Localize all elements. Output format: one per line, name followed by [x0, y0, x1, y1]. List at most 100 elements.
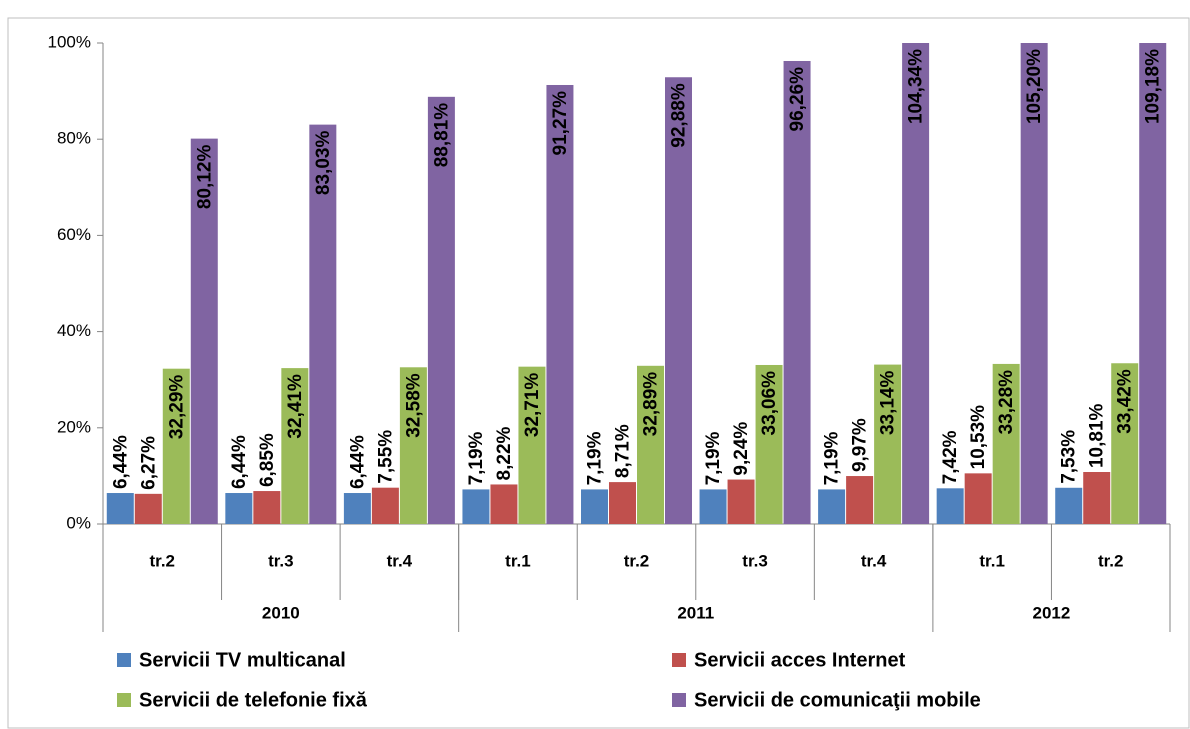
bar — [846, 476, 874, 524]
bar — [106, 493, 134, 524]
bar — [427, 96, 455, 524]
value-label: 10,53% — [968, 405, 989, 470]
value-label: 83,03% — [313, 131, 334, 196]
value-label: 10,81% — [1087, 403, 1108, 468]
bar — [665, 77, 692, 525]
value-label: 7,19% — [703, 431, 724, 485]
bar — [699, 489, 727, 524]
y-tick-label: 80% — [57, 129, 91, 148]
value-label: 33,42% — [1115, 369, 1136, 434]
value-label: 7,19% — [822, 431, 843, 485]
bar — [134, 493, 162, 524]
bar — [992, 363, 1020, 524]
y-tick-label: 100% — [48, 32, 91, 51]
legend-label: Servicii de telefonie fixă — [139, 689, 368, 711]
value-label: 92,88% — [669, 83, 690, 148]
y-tick-label: 20% — [57, 417, 91, 436]
bar — [1111, 363, 1139, 524]
legend-label: Servicii acces Internet — [694, 649, 906, 671]
value-label: 32,29% — [166, 375, 187, 440]
x-tick-label: tr.1 — [979, 551, 1005, 570]
value-label: 91,27% — [550, 91, 571, 156]
bar — [1083, 472, 1111, 524]
bar — [490, 484, 518, 524]
x-tick-label: tr.1 — [505, 551, 531, 570]
bar — [755, 364, 783, 524]
value-label: 6,85% — [257, 433, 278, 487]
value-label: 7,19% — [585, 431, 606, 485]
value-label: 8,22% — [494, 426, 515, 480]
x-tick-label: tr.2 — [624, 551, 650, 570]
bar — [162, 368, 190, 524]
value-label: 33,28% — [996, 370, 1017, 435]
value-label: 80,12% — [194, 145, 215, 210]
value-label: 32,89% — [641, 372, 662, 437]
value-label: 96,26% — [787, 67, 808, 132]
legend-swatch — [117, 693, 131, 707]
value-label: 32,41% — [285, 374, 306, 439]
x-tick-label: tr.4 — [387, 551, 413, 570]
legend-swatch — [672, 653, 686, 667]
value-label: 105,20% — [1024, 49, 1045, 124]
group-label: 2012 — [1033, 603, 1071, 622]
bar — [727, 479, 755, 524]
x-tick-label: tr.3 — [268, 551, 294, 570]
value-label: 32,58% — [403, 373, 424, 438]
value-label: 7,55% — [375, 430, 396, 484]
bar — [546, 84, 574, 524]
bar — [343, 493, 371, 524]
bar — [190, 138, 218, 524]
group-label: 2011 — [677, 603, 714, 622]
value-label: 6,44% — [110, 435, 131, 489]
y-tick-label: 60% — [57, 225, 91, 244]
value-label: 104,34% — [906, 49, 927, 124]
bar — [818, 489, 846, 524]
bar — [462, 489, 490, 524]
bar — [964, 473, 992, 524]
value-label: 109,18% — [1143, 49, 1164, 124]
value-label: 33,06% — [759, 371, 780, 436]
value-label: 9,97% — [850, 418, 871, 472]
legend-swatch — [672, 693, 686, 707]
bar — [1055, 487, 1083, 524]
bar — [902, 43, 930, 524]
value-label: 7,42% — [940, 430, 961, 484]
value-label: 33,14% — [878, 371, 899, 436]
legend-swatch — [117, 653, 131, 667]
value-label: 6,44% — [229, 435, 250, 489]
y-tick-label: 0% — [66, 513, 91, 532]
bar — [783, 60, 811, 524]
value-label: 7,53% — [1059, 430, 1080, 484]
bar — [518, 366, 546, 524]
value-label: 9,24% — [731, 422, 752, 476]
value-label: 6,44% — [347, 435, 368, 489]
x-tick-label: tr.2 — [150, 551, 176, 570]
bar — [609, 482, 636, 524]
x-tick-label: tr.4 — [861, 551, 887, 570]
value-label: 7,19% — [466, 431, 487, 485]
bar — [371, 487, 399, 524]
group-label: 2010 — [262, 603, 300, 622]
bar — [1020, 43, 1048, 524]
bar — [281, 368, 309, 524]
bar — [225, 493, 253, 524]
x-tick-label: tr.3 — [742, 551, 768, 570]
x-tick-label: tr.2 — [1098, 551, 1124, 570]
y-tick-label: 40% — [57, 321, 91, 340]
value-label: 32,71% — [522, 373, 543, 438]
legend-label: Servicii de comunicaţii mobile — [694, 689, 981, 711]
bar — [637, 365, 664, 524]
bar — [1139, 43, 1167, 525]
grid: 0% 20% 40% 60% 80% 100% — [48, 32, 1171, 632]
bar — [309, 124, 337, 524]
bar — [936, 488, 964, 524]
bars — [106, 43, 1167, 525]
bar — [874, 364, 902, 524]
value-label: 88,81% — [431, 103, 452, 168]
legend-label: Servicii TV multicanal — [139, 649, 346, 671]
labels: tr.2 tr.3 tr.4 tr.1 tr.2 tr.3 tr.4 tr.1 tr.2 2010… — [110, 49, 1163, 711]
bar — [253, 491, 281, 524]
bar — [581, 489, 608, 524]
value-label: 8,71% — [613, 424, 634, 478]
